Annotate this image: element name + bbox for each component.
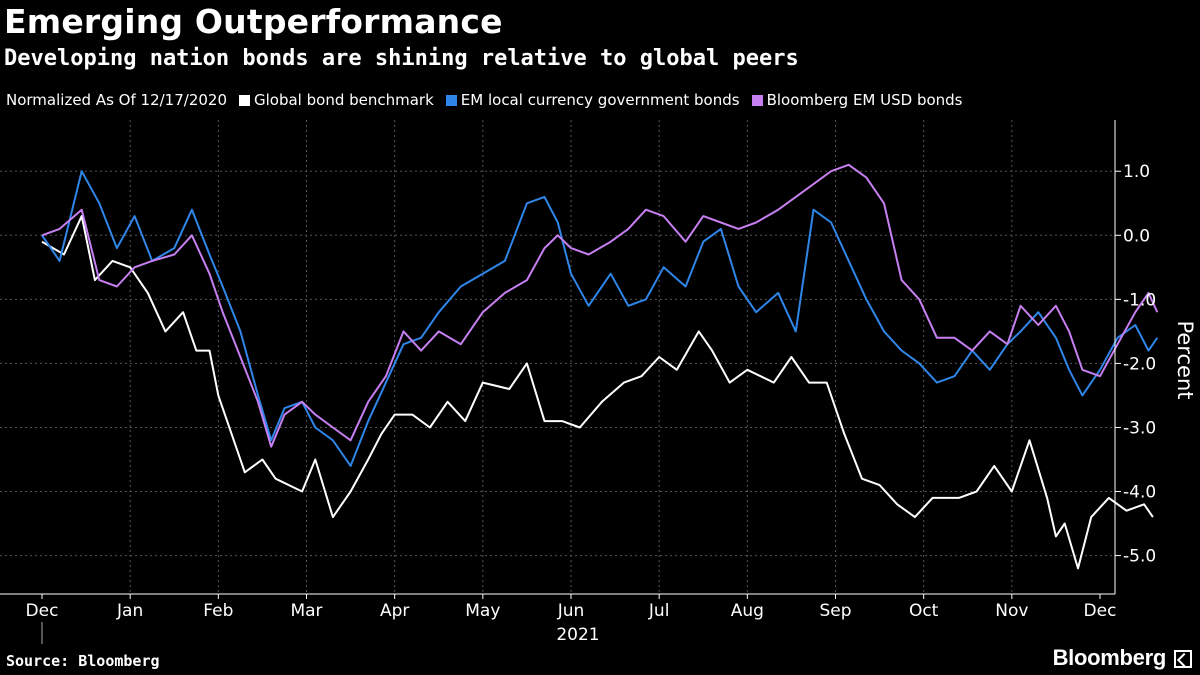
- x-tick-label: Jul: [648, 601, 670, 621]
- legend-swatch-em-usd: [751, 94, 763, 106]
- x-axis-year-label: 2021: [556, 625, 599, 645]
- y-tick-label: -3.0: [1123, 418, 1156, 438]
- y-tick-label: -2.0: [1123, 354, 1156, 374]
- y-axis-label: Percent: [1173, 320, 1197, 399]
- x-tick-label: May: [465, 601, 500, 621]
- x-tick-label: Sep: [819, 601, 851, 621]
- y-tick-label: -4.0: [1123, 483, 1156, 503]
- grid: [0, 120, 1115, 594]
- legend-label-global: Global bond benchmark: [254, 91, 434, 109]
- legend-label-em-local: EM local currency government bonds: [460, 91, 740, 109]
- x-tick-label: Aug: [731, 601, 764, 621]
- bloomberg-logo: Bloomberg: [1052, 645, 1167, 670]
- x-tick-label: Dec: [26, 601, 59, 621]
- y-tick-label: 1.0: [1123, 162, 1150, 182]
- bloomberg-arrow-icon: [1174, 650, 1192, 668]
- legend-item-em-local: EM local currency government bonds: [445, 91, 740, 109]
- source-note: Source: Bloomberg: [6, 652, 160, 670]
- legend-swatch-global: [239, 94, 250, 106]
- x-tick-label: Oct: [909, 601, 939, 621]
- series-line-global: [41, 215, 1154, 570]
- chart-title: Emerging Outperformance: [4, 2, 503, 41]
- series-line-em-usd: [41, 163, 1159, 448]
- series-lines: [41, 163, 1159, 570]
- x-tick-label: Nov: [995, 601, 1028, 621]
- series-line-em-local: [41, 170, 1159, 467]
- x-tick-label: Mar: [290, 601, 322, 621]
- legend: Normalized As Of 12/17/2020 Global bond …: [6, 91, 963, 109]
- chart-subtitle: Developing nation bonds are shining rela…: [4, 46, 799, 71]
- x-tick-label: Dec: [1084, 601, 1117, 621]
- y-tick-label: -1.0: [1123, 290, 1156, 310]
- x-tick-label: Jan: [116, 601, 143, 621]
- legend-label-em-usd: Bloomberg EM USD bonds: [766, 91, 963, 109]
- legend-item-global: Global bond benchmark: [239, 91, 434, 109]
- y-tick-label: -5.0: [1123, 547, 1156, 567]
- x-tick-label: Apr: [380, 601, 409, 621]
- x-tick-label: Jun: [557, 601, 585, 621]
- y-tick-label: 0.0: [1123, 226, 1150, 246]
- legend-item-em-usd: Bloomberg EM USD bonds: [751, 91, 963, 109]
- axes: 1.0 0.0 -1.0 -2.0 -3.0 -4.0 -5.0 Dec Jan Feb Mar Ap…: [0, 120, 1156, 644]
- x-tick-label: Feb: [203, 601, 233, 621]
- legend-note: Normalized As Of 12/17/2020: [6, 91, 227, 109]
- legend-swatch-em-local: [445, 94, 457, 106]
